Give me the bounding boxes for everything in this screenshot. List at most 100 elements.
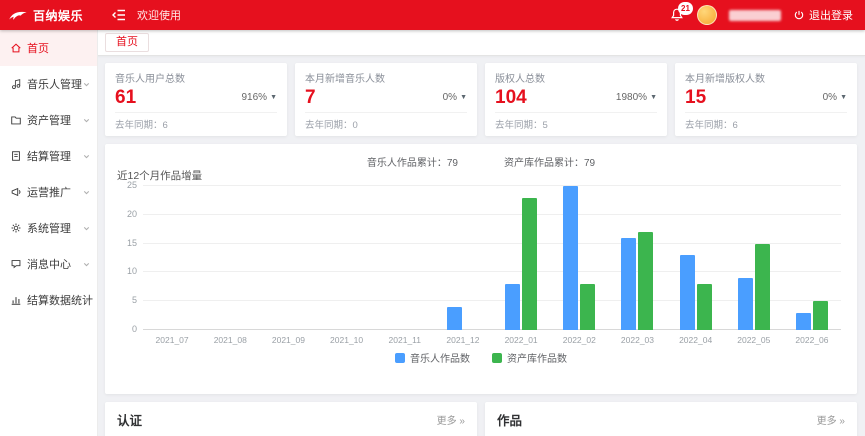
system-icon (10, 222, 22, 234)
y-tick-label: 25 (126, 180, 137, 190)
bar-chart: 0 5 10 15 20 25 2021_07 2021_08 2021_09 2021_10 20… (127, 180, 841, 345)
certification-panel: 认证 更多 » ID姓名音乐人名称认证类型状态申请时间 (105, 402, 477, 436)
bars-layer (143, 186, 841, 330)
bar[interactable] (638, 232, 654, 330)
x-axis-labels: 2021_07 2021_08 2021_09 2021_10 2021_11 2021_… (143, 335, 841, 345)
musician-icon (10, 78, 22, 90)
notifications-button[interactable]: 21 (669, 2, 693, 23)
bar[interactable] (737, 278, 753, 330)
sidebar-item-5[interactable]: 系统管理 (0, 210, 97, 246)
settlement-icon (10, 150, 22, 162)
stat-value: 7 (305, 87, 316, 108)
stat-percent: 916% (241, 92, 268, 103)
bar[interactable] (679, 255, 695, 330)
sidebar-item-1[interactable]: 音乐人管理 (0, 66, 97, 102)
chevron-down-icon (82, 260, 91, 269)
bar[interactable] (505, 283, 521, 330)
topbar-right: 21 退出登录 (669, 2, 865, 25)
y-tick-label: 20 (126, 208, 137, 219)
stat-compare: 去年同期：6 (685, 112, 847, 131)
asset-works-total: 资产库作品累计：79 (504, 158, 596, 169)
bottom-row: 认证 更多 » ID姓名音乐人名称认证类型状态申请时间 作品 更多 » ID作品… (105, 402, 857, 436)
promotion-icon (10, 186, 22, 198)
bar[interactable] (795, 312, 811, 330)
username-masked (729, 9, 781, 21)
stat-compare: 去年同期：6 (115, 112, 277, 131)
sidebar-item-label: 首页 (27, 43, 49, 55)
y-tick-label: 10 (126, 266, 137, 277)
legend-label: 资产库作品数 (507, 354, 567, 365)
chevron-down-icon (82, 80, 91, 89)
gridline (143, 242, 841, 244)
stat-compare: 去年同期：5 (495, 112, 657, 131)
bar[interactable] (446, 306, 462, 330)
legend-swatch (395, 352, 405, 363)
x-tick-label: 2022_05 (737, 335, 771, 345)
gridline (143, 329, 841, 330)
bar-group-2021_09 (259, 186, 317, 330)
bar[interactable] (621, 237, 637, 330)
bar[interactable] (696, 283, 712, 330)
legend-swatch (492, 352, 502, 363)
bar[interactable] (522, 197, 538, 330)
chevron-down-icon (82, 152, 91, 161)
chevron-down-icon (82, 296, 91, 305)
bar-group-2022_03 (608, 186, 666, 330)
x-tick-label: 2022_04 (679, 335, 713, 345)
sidebar-fold-icon[interactable] (111, 7, 127, 23)
stat-compare: 去年同期：0 (305, 112, 467, 131)
accum-row: 音乐人作品累计：79 资产库作品累计：79 (105, 154, 857, 169)
certification-more-link[interactable]: 更多 » (436, 415, 465, 427)
gridline (143, 271, 841, 273)
sidebar-item-2[interactable]: 资产管理 (0, 102, 97, 138)
x-tick-label: 2021_12 (446, 335, 480, 345)
avatar[interactable] (697, 5, 717, 25)
brand-name: 百纳娱乐 (33, 8, 84, 23)
stat-percent: 0% (822, 92, 838, 103)
y-tick-label: 15 (126, 237, 137, 248)
sidebar-item-7[interactable]: 结算数据统计 (0, 282, 97, 318)
logout-button[interactable]: 退出登录 (793, 7, 853, 23)
welcome-text: 欢迎使用 (137, 10, 181, 22)
bar-group-2021_10 (318, 186, 376, 330)
x-tick-label: 2021_10 (330, 335, 364, 345)
chevron-down-icon (82, 188, 91, 197)
stat-value: 61 (115, 87, 137, 108)
stat-percent: 0% (442, 92, 458, 103)
main-content: 音乐人用户总数 61 916% ▼ 去年同期：6 本月新增音乐人数 7 0% ▼… (97, 55, 865, 436)
y-tick-label: 5 (131, 295, 137, 306)
bar[interactable] (580, 283, 596, 330)
bar[interactable] (754, 243, 770, 330)
works-panel-header: 作品 更多 » (497, 402, 845, 436)
bar-group-2022_06 (783, 186, 841, 330)
legend-label: 音乐人作品数 (410, 354, 470, 365)
sidebar-item-label: 系统管理 (27, 223, 71, 235)
sidebar-item-label: 结算数据统计 (27, 295, 93, 307)
gridline (143, 185, 841, 186)
sidebar-item-label: 运营推广 (27, 187, 71, 199)
bar[interactable] (812, 301, 828, 330)
tabbar: 首页 (97, 30, 865, 56)
sidebar-item-4[interactable]: 运营推广 (0, 174, 97, 210)
legend-item[interactable]: 资产库作品数 (492, 350, 567, 365)
bar[interactable] (563, 186, 579, 330)
notification-badge: 21 (678, 2, 693, 15)
sidebar-item-3[interactable]: 结算管理 (0, 138, 97, 174)
legend-item[interactable]: 音乐人作品数 (395, 350, 470, 365)
sidebar-item-0[interactable]: 首页 (0, 30, 97, 66)
bar-group-2021_11 (376, 186, 434, 330)
works-more-link[interactable]: 更多 » (816, 415, 845, 427)
bar-group-2022_01 (492, 186, 550, 330)
stat-card-3: 本月新增版权人数 15 0% ▼ 去年同期：6 (675, 63, 857, 136)
works-panel-title: 作品 (497, 413, 523, 428)
bar-group-2022_05 (725, 186, 783, 330)
gridline (143, 300, 841, 302)
sidebar-item-6[interactable]: 消息中心 (0, 246, 97, 282)
tab-home[interactable]: 首页 (105, 33, 149, 52)
bar-group-2022_04 (667, 186, 725, 330)
sidebar-item-label: 音乐人管理 (27, 79, 82, 91)
gridline (143, 213, 841, 215)
bar-group-2021_07 (143, 186, 201, 330)
caret-down-icon: ▼ (460, 94, 467, 101)
